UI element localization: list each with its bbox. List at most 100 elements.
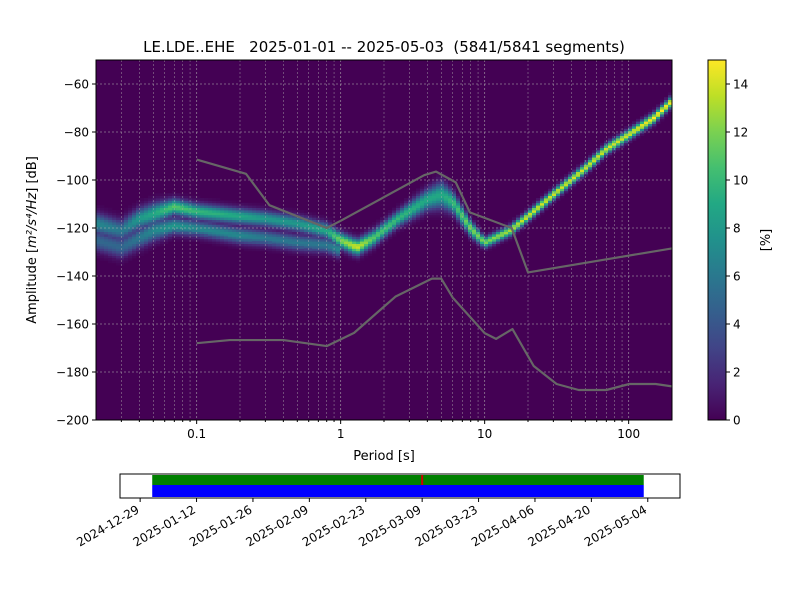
heatmap-cell xyxy=(452,188,457,192)
heatmap-cell xyxy=(556,198,561,201)
heatmap-cell xyxy=(228,217,233,220)
heatmap-cell xyxy=(440,200,445,204)
heatmap-cell xyxy=(304,210,309,213)
heatmap-cell xyxy=(156,193,161,196)
heatmap-cell xyxy=(228,214,233,218)
heatmap-cell xyxy=(604,138,609,141)
heatmap-cell xyxy=(168,205,173,208)
heatmap-cell xyxy=(380,229,385,232)
heatmap-cell xyxy=(196,229,201,232)
heatmap-cell xyxy=(436,181,441,184)
heatmap-cell xyxy=(152,229,157,232)
heatmap-cell xyxy=(432,205,437,208)
heatmap-cell xyxy=(576,176,581,180)
heatmap-cell xyxy=(168,224,173,228)
heatmap-cell xyxy=(220,200,225,204)
heatmap-cell xyxy=(128,248,133,252)
heatmap-cell xyxy=(264,238,269,242)
heatmap-cell xyxy=(404,222,409,225)
heatmap-cell xyxy=(116,234,121,237)
heatmap-cell xyxy=(252,219,257,223)
heatmap-cell xyxy=(472,224,477,228)
heatmap-cell xyxy=(116,250,121,254)
heatmap-cell xyxy=(320,255,325,259)
heatmap-cell xyxy=(140,243,145,247)
heatmap-cell xyxy=(212,214,217,218)
heatmap-cell xyxy=(532,207,537,211)
heatmap-cell xyxy=(212,241,217,244)
heatmap-cell xyxy=(180,217,185,220)
heatmap-cell xyxy=(456,193,461,196)
heatmap-cell xyxy=(228,238,233,242)
heatmap-cell xyxy=(472,238,477,242)
heatmap-cell xyxy=(276,214,281,218)
x-tick-label: 0.1 xyxy=(187,427,206,441)
heatmap-cell xyxy=(264,243,269,247)
heatmap-cell xyxy=(352,258,357,261)
heatmap-cell xyxy=(296,253,301,256)
heatmap-cell xyxy=(264,224,269,228)
heatmap-cell xyxy=(644,128,649,132)
heatmap-cell xyxy=(292,207,297,211)
heatmap-cell xyxy=(140,200,145,204)
heatmap-cell xyxy=(476,241,481,244)
heatmap-cell xyxy=(568,174,573,177)
heatmap-cell xyxy=(120,231,125,235)
heatmap-cell xyxy=(152,205,157,208)
heatmap-cell xyxy=(296,250,301,254)
heatmap-cell xyxy=(168,198,173,201)
heatmap-cell xyxy=(492,226,497,230)
heatmap-cell xyxy=(192,236,197,240)
heatmap-cell xyxy=(368,243,373,247)
heatmap-cell xyxy=(268,217,273,220)
heatmap-cell xyxy=(364,229,369,232)
heatmap-cell xyxy=(316,217,321,220)
heatmap-cell xyxy=(128,255,133,259)
heatmap-cell xyxy=(112,219,117,223)
heatmap-cell xyxy=(96,246,101,249)
heatmap-cell xyxy=(188,217,193,220)
heatmap-cell xyxy=(280,250,285,254)
heatmap-cell xyxy=(448,212,453,216)
heatmap-cell xyxy=(292,243,297,247)
heatmap-cell xyxy=(156,236,161,240)
heatmap-cell xyxy=(240,236,245,240)
heatmap-cell xyxy=(152,231,157,235)
heatmap-cell xyxy=(532,205,537,208)
heatmap-cell xyxy=(436,198,441,201)
heatmap-cell xyxy=(308,212,313,216)
heatmap-cell xyxy=(468,224,473,228)
heatmap-cell xyxy=(276,241,281,244)
heatmap-cell xyxy=(116,236,121,240)
heatmap-cell xyxy=(628,135,633,139)
heatmap-cell xyxy=(144,250,149,254)
heatmap-cell xyxy=(316,222,321,225)
heatmap-cell xyxy=(108,217,113,220)
heatmap-cell xyxy=(160,231,165,235)
heatmap-cell xyxy=(312,219,317,223)
heatmap-cell xyxy=(432,181,437,184)
heatmap-cell xyxy=(244,243,249,247)
heatmap-cell xyxy=(176,226,181,230)
heatmap-cell xyxy=(152,241,157,244)
heatmap-cell xyxy=(212,210,217,213)
heatmap-cell xyxy=(412,202,417,206)
heatmap-cell xyxy=(236,200,241,204)
heatmap-cell xyxy=(188,229,193,232)
heatmap-cell xyxy=(336,222,341,225)
heatmap-cell xyxy=(148,212,153,216)
heatmap-cell xyxy=(220,241,225,244)
heatmap-cell xyxy=(552,193,557,196)
heatmap-cell xyxy=(280,222,285,225)
heatmap-cell xyxy=(620,138,625,141)
heatmap-cell xyxy=(628,133,633,136)
heatmap-cell xyxy=(376,231,381,235)
heatmap-cell xyxy=(412,210,417,213)
heatmap-cell xyxy=(272,210,277,213)
heatmap-cell xyxy=(524,219,529,223)
heatmap-cell xyxy=(108,243,113,247)
heatmap-cell xyxy=(192,202,197,206)
heatmap-cell xyxy=(456,210,461,213)
heatmap-cell xyxy=(544,195,549,199)
heatmap-cell xyxy=(308,217,313,220)
